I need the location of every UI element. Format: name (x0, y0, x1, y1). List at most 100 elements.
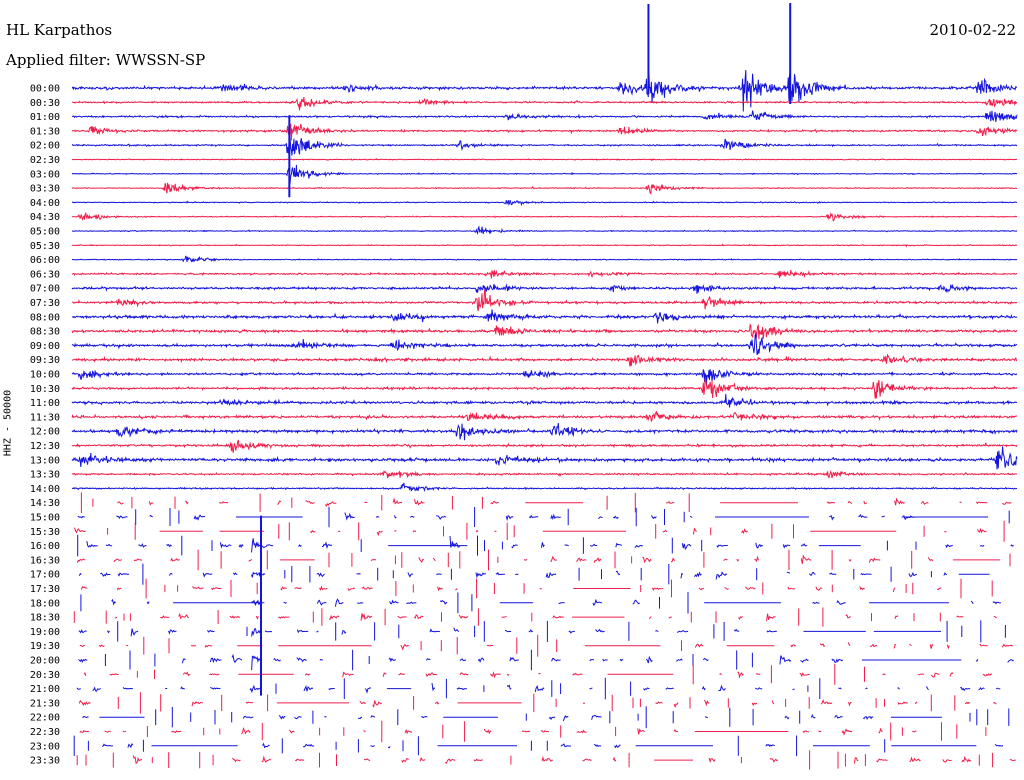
trace-0600 (71, 255, 1018, 263)
time-label-2300: 23:00 (30, 741, 60, 752)
trace-1230 (72, 439, 1018, 453)
trace-1830 (73, 607, 997, 627)
trace-0800 (71, 309, 1018, 324)
time-label-1100: 11:00 (30, 398, 60, 409)
time-label-0100: 01:00 (30, 112, 60, 123)
trace-0200 (71, 135, 1018, 156)
time-label-2330: 23:30 (30, 756, 60, 767)
time-label-0400: 04:00 (30, 198, 60, 209)
time-label-0800: 08:00 (30, 312, 60, 323)
time-label-1230: 12:30 (30, 441, 60, 452)
trace-0000 (71, 70, 1018, 112)
time-label-1930: 19:30 (30, 641, 60, 652)
time-label-1700: 17:00 (30, 570, 60, 581)
trace-0930 (71, 353, 1018, 367)
time-label-1430: 14:30 (30, 498, 60, 509)
time-label-1830: 18:30 (30, 613, 60, 624)
trace-0030 (71, 97, 1018, 111)
trace-1530 (74, 520, 1005, 542)
time-label-0600: 06:00 (30, 255, 60, 266)
trace-2130 (78, 692, 997, 714)
time-label-1030: 10:30 (30, 384, 60, 395)
trace-2230 (79, 720, 987, 743)
trace-0900 (71, 333, 1018, 356)
record-date: 2010-02-22 (929, 21, 1016, 39)
time-labels: 00:00 00:30 01:00 01:30 02:00 02:30 03:00 03:30… (30, 84, 60, 767)
trace-1630 (76, 549, 1011, 571)
trace-1030 (71, 378, 1018, 399)
station-title: HL Karpathos (6, 21, 113, 39)
trace-0500 (71, 225, 1018, 235)
time-label-0130: 01:30 (30, 126, 60, 137)
trace-1700 (78, 563, 990, 585)
trace-1430 (80, 492, 1012, 513)
trace-1600 (77, 534, 1014, 557)
trace-0700 (71, 283, 1018, 294)
trace-2300 (73, 735, 1004, 757)
time-label-2130: 21:30 (30, 698, 60, 709)
trace-1330 (71, 470, 1018, 479)
time-label-0730: 07:30 (30, 298, 60, 309)
time-label-1800: 18:00 (30, 598, 60, 609)
trace-2330 (76, 750, 1016, 770)
time-label-1300: 13:00 (30, 455, 60, 466)
trace-1800 (80, 592, 1002, 614)
trace-1100 (71, 394, 1018, 408)
time-label-2030: 20:30 (30, 670, 60, 681)
trace-1130 (71, 411, 1018, 422)
trace-0400 (71, 199, 1018, 207)
time-label-0900: 09:00 (30, 341, 60, 352)
trace-0530 (72, 243, 1018, 248)
trace-2100 (76, 677, 1001, 700)
time-label-0500: 05:00 (30, 227, 60, 238)
trace-1500 (77, 506, 1010, 528)
trace-0630 (71, 269, 1018, 279)
time-label-0530: 05:30 (30, 241, 60, 252)
time-label-0330: 03:30 (30, 184, 60, 195)
time-label-1630: 16:30 (30, 555, 60, 566)
time-label-1330: 13:30 (30, 470, 60, 481)
time-label-1500: 15:00 (30, 513, 60, 524)
time-label-1600: 16:00 (30, 541, 60, 552)
trace-0730 (71, 289, 1018, 311)
time-label-0630: 06:30 (30, 269, 60, 280)
time-label-0430: 04:30 (30, 212, 60, 223)
time-label-0230: 02:30 (30, 155, 60, 166)
time-label-2100: 21:00 (30, 684, 60, 695)
trace-1930 (79, 634, 1014, 657)
trace-1200 (71, 422, 1018, 441)
time-label-2000: 20:00 (30, 656, 60, 667)
time-label-1000: 10:00 (30, 370, 60, 381)
trace-1300 (71, 446, 1018, 470)
trace-0130 (71, 123, 1018, 141)
trace-1730 (80, 578, 993, 599)
time-label-0300: 03:00 (30, 169, 60, 180)
trace-0100 (71, 110, 1018, 123)
trace-0430 (72, 211, 1017, 222)
time-label-2230: 22:30 (30, 727, 60, 738)
trace-0330 (71, 182, 1018, 195)
time-label-1730: 17:30 (30, 584, 60, 595)
trace-0300 (71, 164, 1018, 185)
trace-2000 (78, 649, 1014, 671)
trace-1900 (78, 620, 1006, 643)
time-label-1400: 14:00 (30, 484, 60, 495)
time-label-1530: 15:30 (30, 527, 60, 538)
time-label-1900: 19:00 (30, 627, 60, 638)
trace-1000 (71, 369, 1018, 386)
trace-2200 (82, 706, 1010, 729)
trace-0830 (71, 323, 1018, 340)
time-label-0700: 07:00 (30, 284, 60, 295)
time-label-0830: 08:30 (30, 327, 60, 338)
filter-label: Applied filter: WWSSN-SP (6, 51, 206, 69)
time-label-0930: 09:30 (30, 355, 60, 366)
time-label-1130: 11:30 (30, 412, 60, 423)
time-label-1200: 12:00 (30, 427, 60, 438)
time-label-0030: 00:30 (30, 98, 60, 109)
time-label-2200: 22:00 (30, 713, 60, 724)
trace-1400 (72, 482, 1018, 492)
trace-0230 (71, 157, 1018, 162)
channel-axis-label: HHZ - 50000 (2, 389, 14, 457)
time-label-0200: 02:00 (30, 141, 60, 152)
